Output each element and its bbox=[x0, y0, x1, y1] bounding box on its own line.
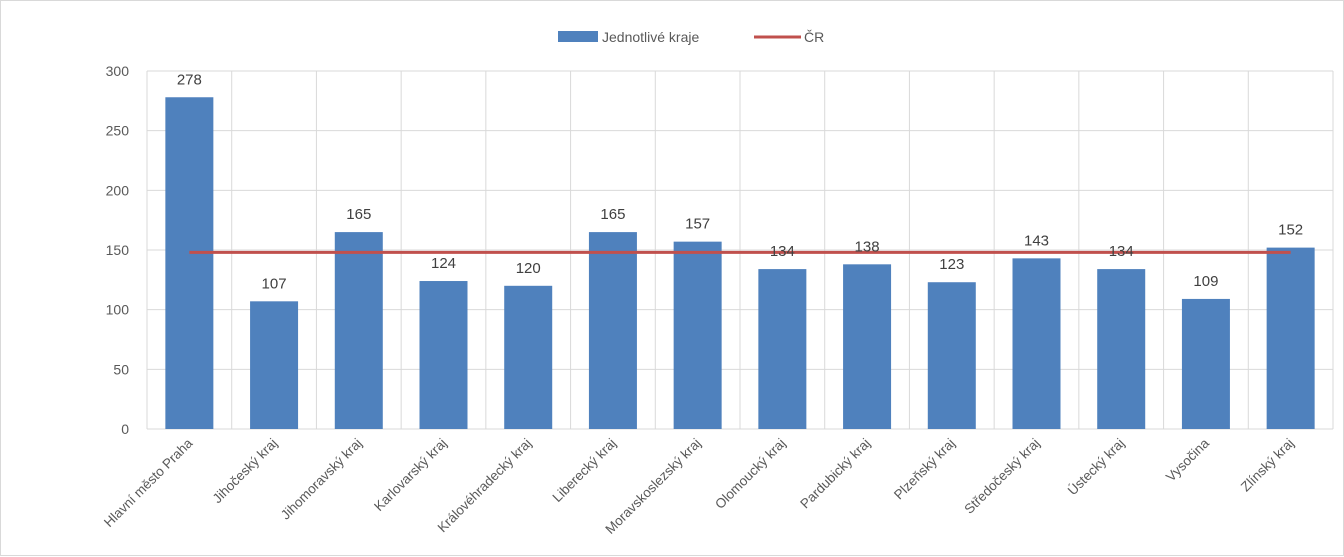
bar bbox=[843, 264, 892, 429]
data-label: 143 bbox=[1024, 232, 1049, 249]
x-tick-label: Olomoucký kraj bbox=[712, 436, 788, 512]
bar bbox=[1266, 247, 1315, 429]
bar bbox=[1097, 269, 1146, 429]
y-tick-label: 150 bbox=[106, 242, 130, 258]
x-tick-label: Hlavní město Praha bbox=[101, 435, 196, 530]
bar bbox=[250, 301, 299, 429]
bar bbox=[588, 232, 637, 429]
data-label: 152 bbox=[1278, 222, 1303, 239]
x-tick-label: Karlovarský kraj bbox=[371, 436, 450, 515]
data-label: 120 bbox=[516, 260, 541, 277]
data-label: 109 bbox=[1193, 273, 1218, 290]
x-axis: Hlavní město Praha Jihočeský krajJihomora… bbox=[101, 435, 1297, 537]
x-tick-label: Královéhradecký kraj bbox=[435, 436, 535, 536]
legend-swatch-bars bbox=[558, 31, 598, 42]
y-tick-label: 100 bbox=[106, 302, 130, 318]
legend: Jednotlivé kraje ČR bbox=[558, 29, 824, 45]
data-label: 123 bbox=[939, 256, 964, 273]
y-tick-label: 200 bbox=[106, 182, 130, 198]
bar bbox=[673, 241, 722, 429]
x-tick-label: Vysočina bbox=[1163, 435, 1212, 484]
data-label: 138 bbox=[855, 238, 880, 255]
x-tick-label: Plzeňský kraj bbox=[891, 436, 958, 503]
gridlines bbox=[146, 70, 1334, 430]
bar bbox=[1181, 298, 1230, 429]
bar bbox=[334, 232, 383, 429]
legend-label-bars: Jednotlivé kraje bbox=[602, 29, 699, 45]
data-label: 124 bbox=[431, 255, 456, 272]
bar bbox=[927, 282, 976, 429]
data-labels: 278 107 165 124 120 165 157 134 138 123 143 134 109 1… bbox=[177, 71, 1303, 292]
bar bbox=[504, 285, 553, 429]
data-label: 107 bbox=[262, 275, 287, 292]
bar bbox=[165, 97, 214, 430]
x-tick-label: Liberecký kraj bbox=[550, 436, 619, 505]
x-tick-label: Ústecký kraj bbox=[1065, 436, 1128, 499]
data-label: 165 bbox=[600, 206, 625, 223]
x-tick-label: Středočeský kraj bbox=[961, 436, 1042, 517]
x-tick-label: Moravskoslezský kraj bbox=[602, 436, 703, 537]
bar bbox=[1012, 258, 1061, 429]
legend-label-line: ČR bbox=[804, 29, 824, 45]
data-label: 165 bbox=[346, 206, 371, 223]
bar bbox=[758, 269, 807, 429]
x-tick-label: Jihomoravský kraj bbox=[278, 436, 365, 523]
y-axis: 0 50 100 150 200 250 300 bbox=[106, 63, 130, 437]
data-label: 134 bbox=[1109, 243, 1134, 260]
bar bbox=[419, 281, 468, 429]
y-tick-label: 0 bbox=[121, 421, 129, 437]
y-tick-label: 300 bbox=[106, 63, 130, 79]
data-label: 134 bbox=[770, 243, 795, 260]
y-tick-label: 50 bbox=[113, 361, 129, 377]
data-label: 278 bbox=[177, 71, 202, 88]
y-tick-label: 250 bbox=[106, 123, 130, 139]
x-tick-label: Jihočeský kraj bbox=[210, 436, 281, 507]
x-tick-label: Pardubický kraj bbox=[797, 436, 873, 512]
x-tick-label: Zlínský kraj bbox=[1238, 436, 1297, 495]
bar-series bbox=[165, 97, 1315, 430]
data-label: 157 bbox=[685, 216, 710, 233]
